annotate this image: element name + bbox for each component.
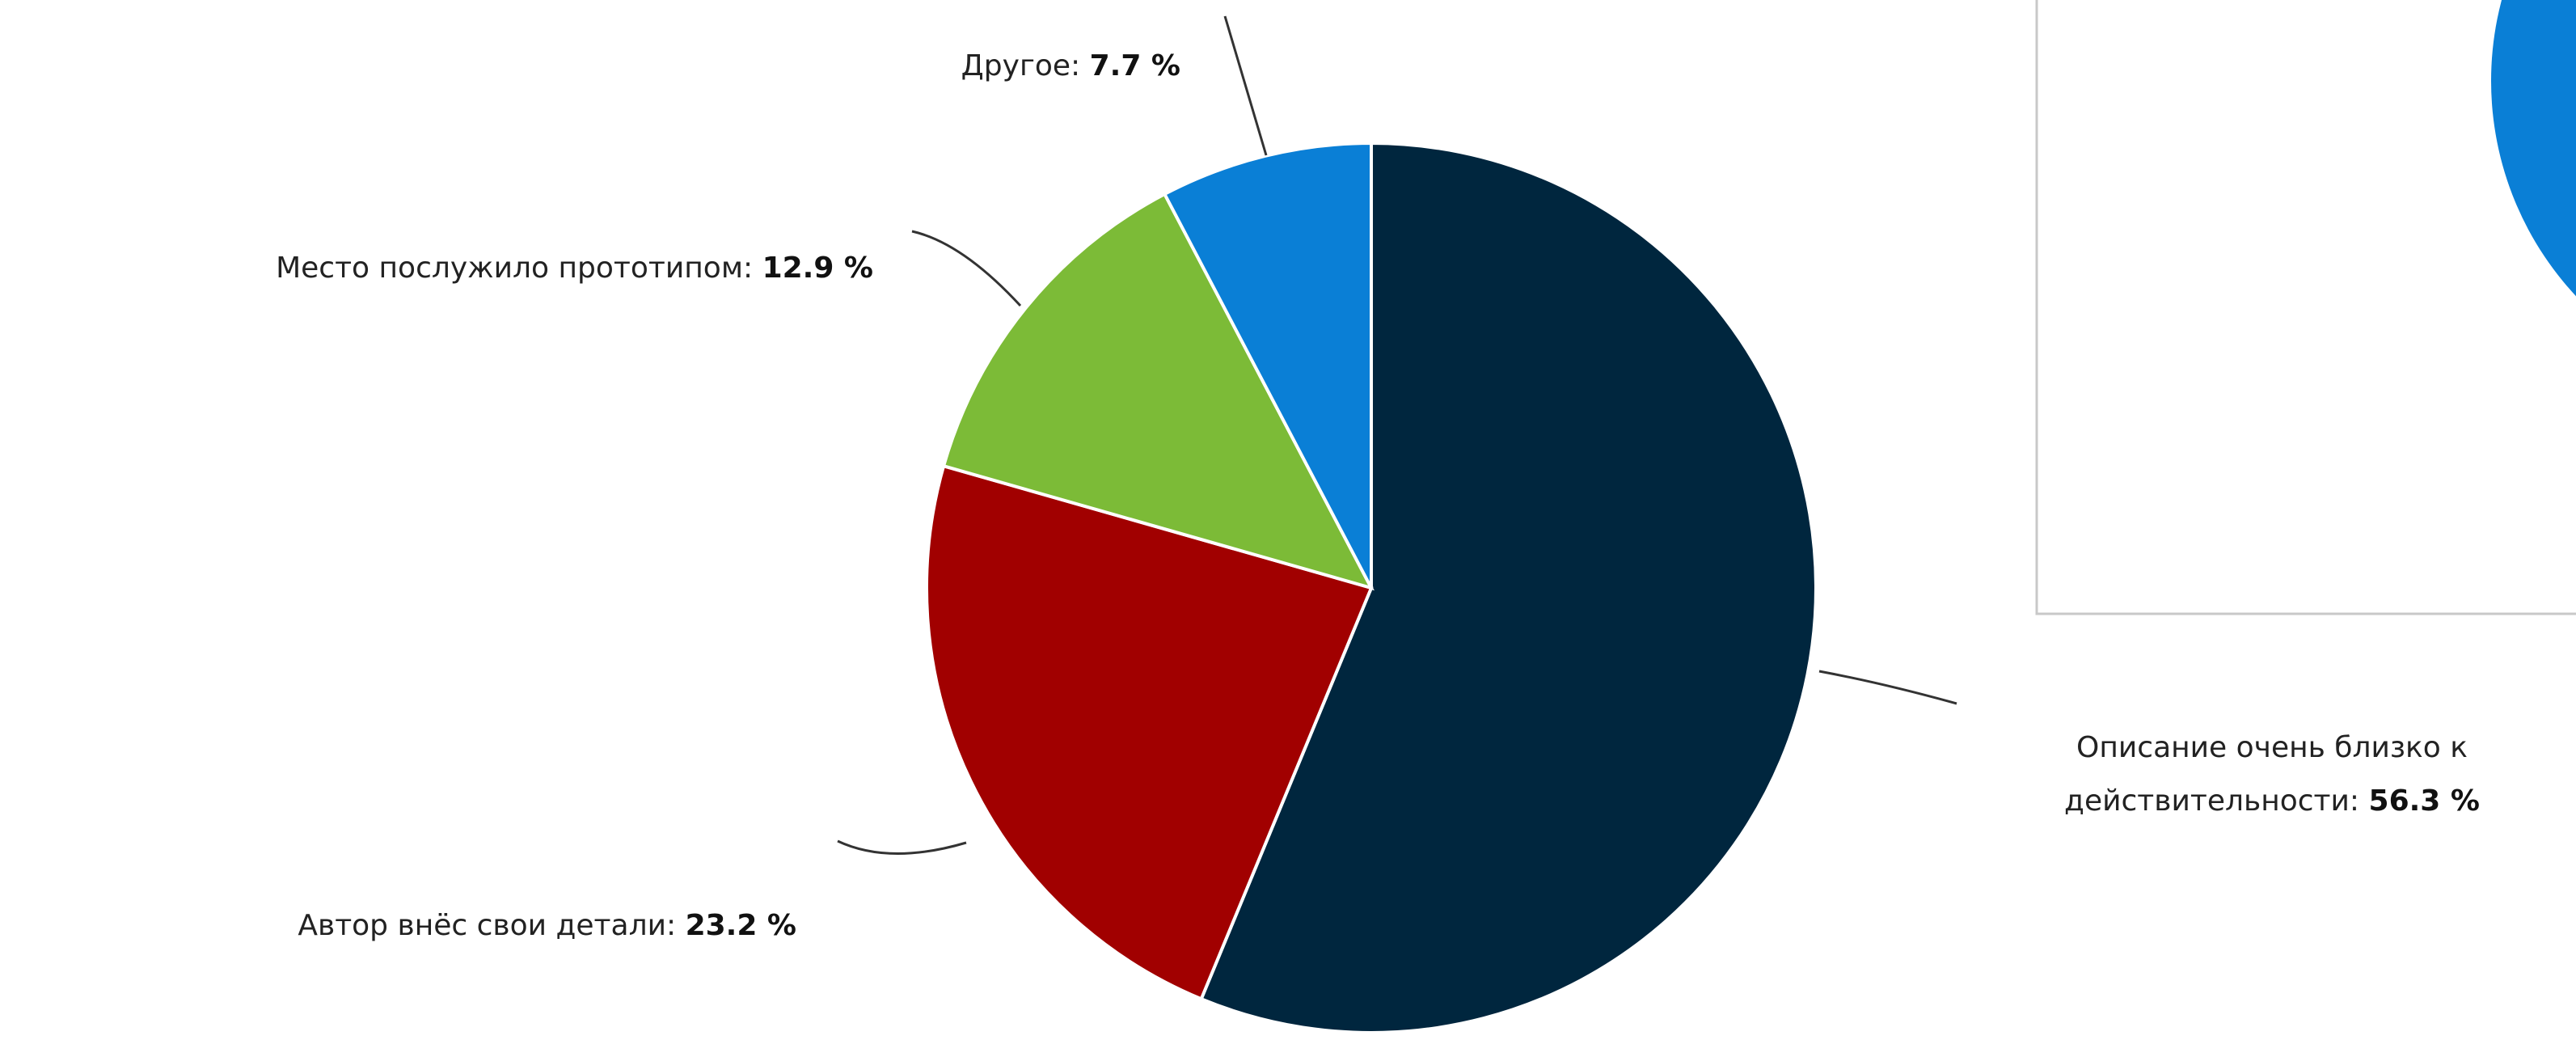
slice-label: Описание очень близко к действительности… <box>1965 721 2576 828</box>
value-label: 7.7 % <box>1089 49 1180 82</box>
value-label: 12.9 % <box>762 252 873 285</box>
slice-label: Другое: 7.7 % <box>961 40 1180 93</box>
pie-slice <box>941 192 1375 591</box>
leader-line <box>837 839 967 855</box>
category-label: Описание очень близко к действительности… <box>2064 731 2468 818</box>
slice-label: Место послужило прототипом: 12.9 % <box>276 242 873 295</box>
leader-line <box>911 230 1022 307</box>
pie-slice <box>1162 141 1373 589</box>
slice-label: Автор внёс свои детали: 23.2 % <box>298 899 796 953</box>
leader-line <box>1223 15 1268 156</box>
category-label: Место послужило прототипом: <box>276 252 754 285</box>
category-label: Автор внёс свои детали: <box>298 909 677 942</box>
leader-line <box>1818 670 1957 705</box>
pie-slice <box>1199 141 1818 1034</box>
side-panel <box>2035 0 2576 615</box>
side-pie <box>2491 0 2576 297</box>
value-label: 56.3 % <box>2368 784 2480 818</box>
category-label: Другое: <box>961 49 1081 82</box>
value-label: 23.2 % <box>685 909 796 942</box>
pie-slice <box>925 463 1374 1001</box>
